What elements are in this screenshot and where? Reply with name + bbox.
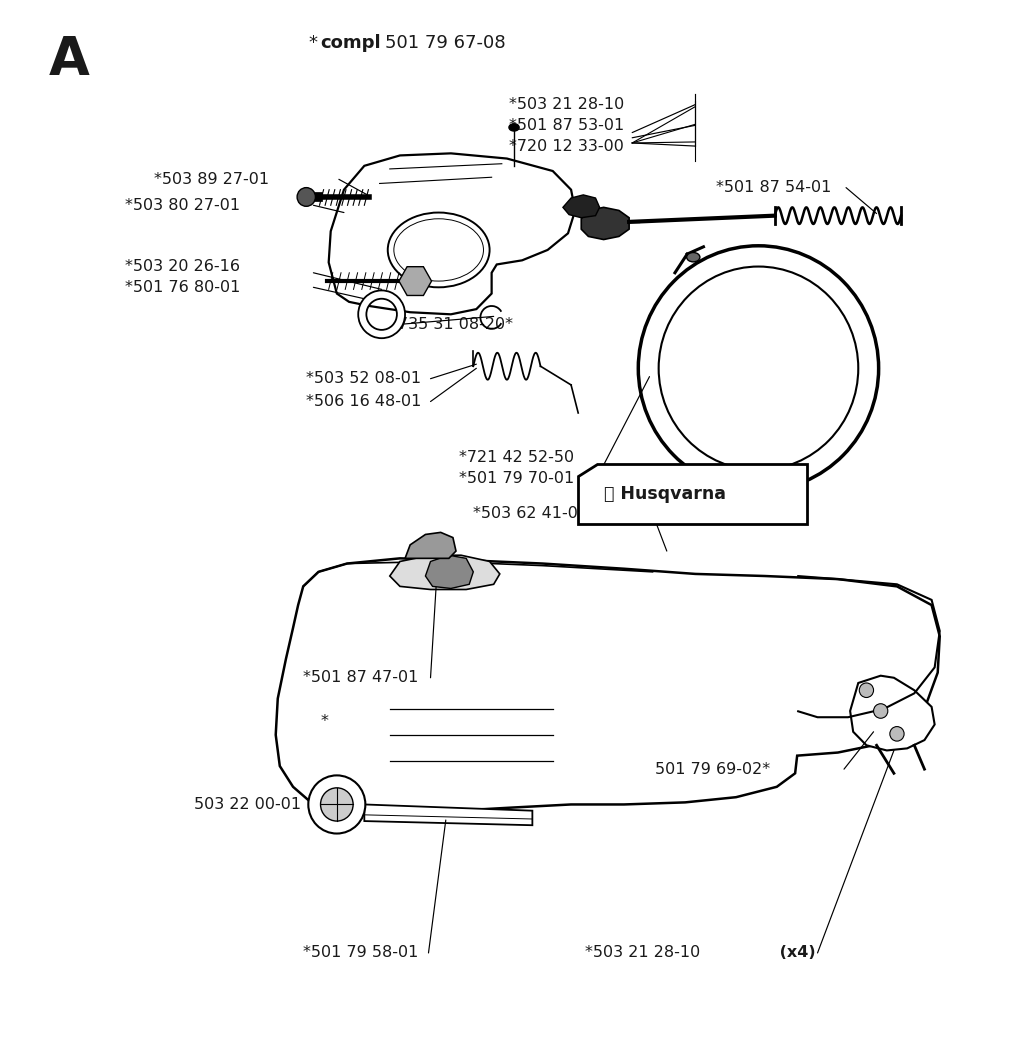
Text: *720 12 33-00: *720 12 33-00 (509, 139, 624, 153)
Polygon shape (275, 559, 940, 813)
Circle shape (859, 683, 873, 697)
Circle shape (873, 704, 888, 718)
Text: (x4): (x4) (774, 946, 815, 960)
Text: *501 79 70-01: *501 79 70-01 (459, 471, 574, 485)
Text: *501 79 58-01: *501 79 58-01 (303, 946, 419, 960)
Ellipse shape (687, 253, 699, 262)
Text: 501 79 69-02*: 501 79 69-02* (654, 762, 770, 777)
Text: 501 79 67-08: 501 79 67-08 (385, 34, 505, 52)
Text: *501 87 53-01: *501 87 53-01 (509, 118, 625, 133)
Ellipse shape (509, 124, 519, 132)
Ellipse shape (388, 213, 489, 287)
Text: 735 31 08-20*: 735 31 08-20* (398, 317, 513, 332)
Circle shape (321, 788, 353, 821)
Polygon shape (365, 805, 532, 825)
Circle shape (658, 266, 858, 470)
Text: *503 20 26-16: *503 20 26-16 (125, 259, 240, 274)
Text: ⓘ Husqvarna: ⓘ Husqvarna (604, 485, 726, 503)
Text: *503 21 28-10: *503 21 28-10 (586, 946, 700, 960)
Text: *503 89 27-01: *503 89 27-01 (154, 172, 268, 187)
Text: *721 42 52-50: *721 42 52-50 (459, 450, 574, 466)
Text: *503 80 27-01: *503 80 27-01 (125, 197, 240, 213)
Text: *501 87 54-01: *501 87 54-01 (716, 181, 831, 195)
Circle shape (890, 727, 904, 741)
Text: *501 87 47-01: *501 87 47-01 (303, 670, 419, 685)
Text: *501 76 80-01: *501 76 80-01 (125, 280, 241, 294)
Circle shape (638, 245, 879, 491)
Text: 503 22 00-01: 503 22 00-01 (195, 797, 301, 812)
Polygon shape (579, 464, 807, 524)
Text: *503 62 41-01: *503 62 41-01 (473, 506, 589, 521)
Text: *506 16 48-01: *506 16 48-01 (306, 394, 422, 409)
Text: A: A (48, 34, 89, 86)
Text: *: * (321, 714, 329, 729)
Circle shape (297, 188, 315, 207)
Polygon shape (563, 195, 600, 218)
Text: *503 52 08-01: *503 52 08-01 (306, 372, 422, 386)
Circle shape (308, 776, 366, 833)
Polygon shape (406, 532, 456, 559)
Text: compl: compl (321, 34, 381, 52)
Polygon shape (425, 555, 473, 589)
Text: *: * (308, 34, 317, 52)
Text: *503 21 28-10: *503 21 28-10 (509, 97, 625, 112)
Polygon shape (390, 555, 500, 590)
Polygon shape (329, 153, 575, 314)
Polygon shape (582, 208, 629, 239)
Polygon shape (850, 675, 935, 751)
